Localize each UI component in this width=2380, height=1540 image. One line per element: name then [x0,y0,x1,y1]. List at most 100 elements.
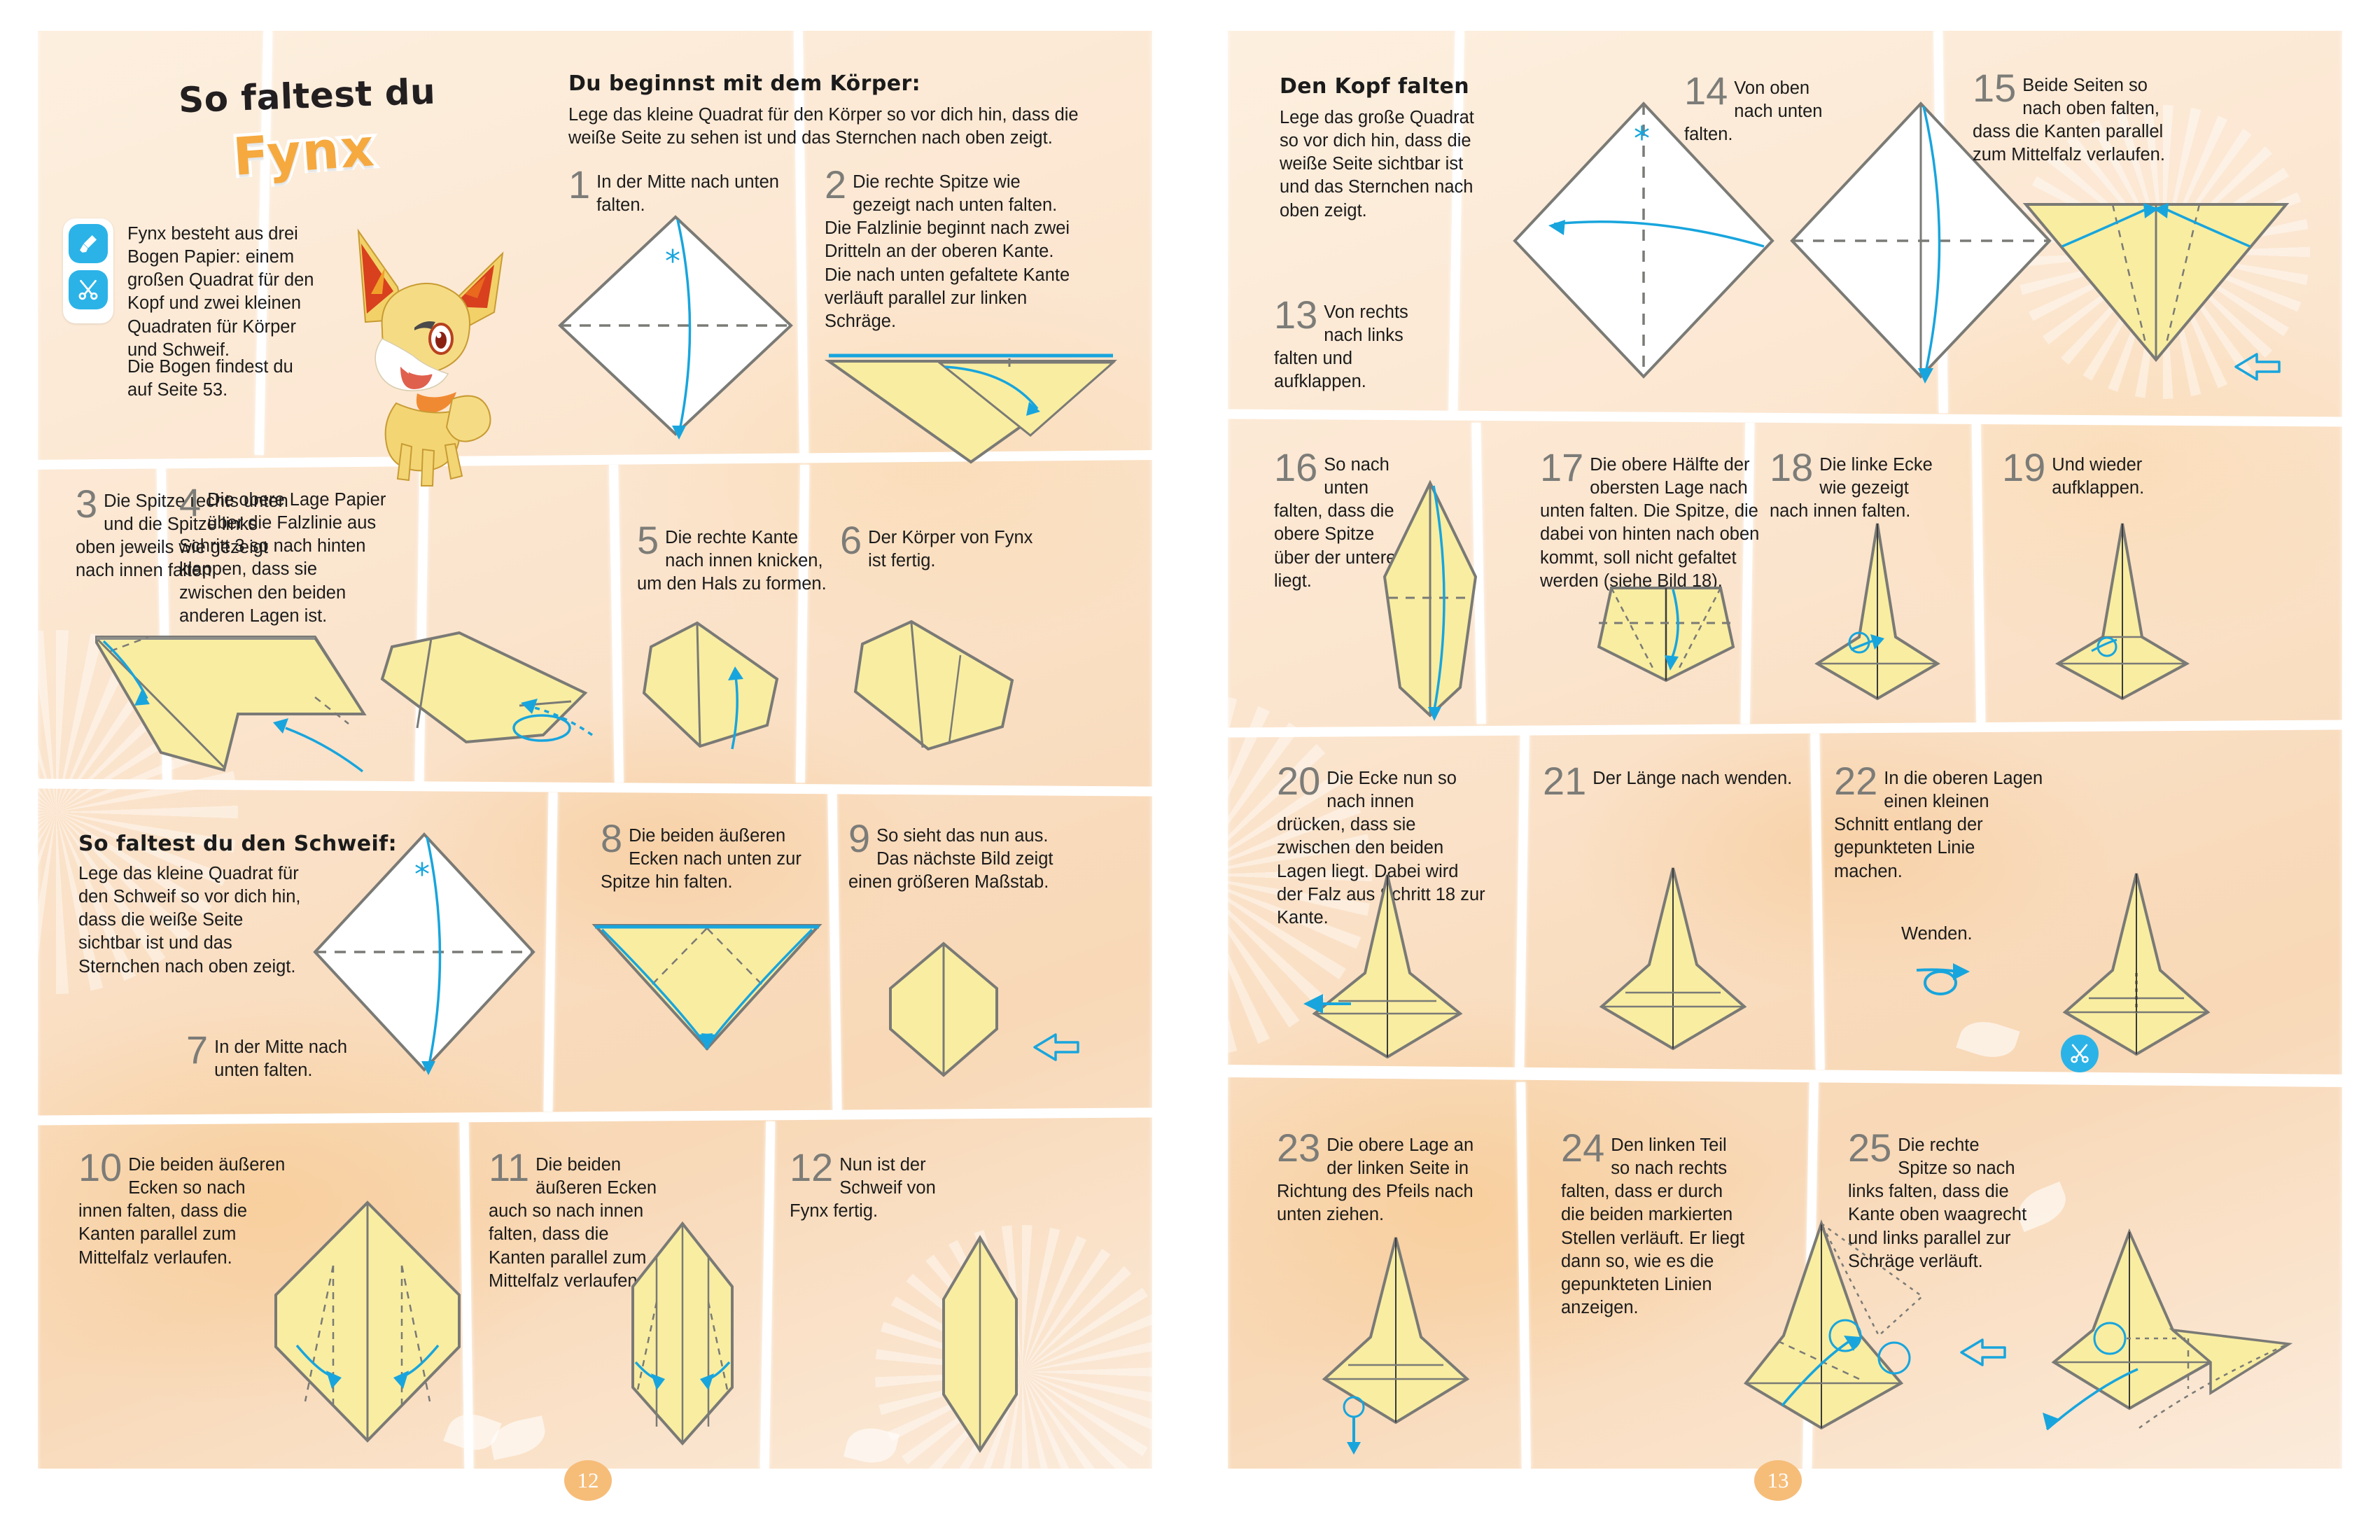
fynx-character-illustration [315,189,532,486]
scissors-icon [2061,1035,2099,1072]
step-number: 16 [1274,445,1318,489]
step-number: 13 [1274,293,1318,337]
fynx-logo: Fynx [228,115,381,191]
step-number: 17 [1540,445,1584,489]
scissors-icon [69,270,108,309]
step-text: Die obere Hälfte der obersten Lage nach … [1540,455,1760,591]
intro-paragraph-2: Die Bogen findest du auf Seite 53. [127,357,293,400]
step-text: Die beiden äußeren Ecken so nach innen f… [78,1155,286,1268]
next-step-arrow-left [1032,1030,1082,1064]
step-2: 2 Die rechte Spitze wie gezeigt nach unt… [825,165,1077,333]
figure-step-18 [1800,518,1954,707]
step-text: Beide Seiten so nach oben falten, dass d… [1973,76,2165,165]
step-number: 22 [1834,759,1878,803]
step-15: 15 Beide Seiten so nach oben falten, das… [1973,69,2190,167]
figure-step-3 [84,630,378,777]
step-number: 19 [2002,445,2046,489]
page-number-right: 13 [1754,1460,1802,1501]
step-number: 15 [1973,66,2017,110]
step-14: 14 Von oben nach unten falten. [1684,71,1845,146]
step-25: 25 Die rechte Spitze so nach links falte… [1848,1128,2030,1273]
step-12: 12 Nun ist der Schweif von Fynx fertig. [790,1148,965,1223]
step-number: 3 [76,482,98,526]
figure-step-25 [2023,1225,2303,1463]
step-22: 22 In die oberen Lagen einen kleinen Sch… [1834,762,2044,883]
step-8: 8 Die beiden äußeren Ecken nach unten zu… [601,819,811,894]
step-text: Der Länge nach wenden. [1592,769,1793,788]
svg-text:*: * [1634,120,1650,158]
step-20: 20 Die Ecke nun so nach innen drücken, d… [1277,762,1487,930]
figure-step-1: * [553,210,798,441]
step-text: Von rechts nach links falten und aufklap… [1274,302,1408,392]
figure-step-6 [844,616,1054,770]
brush-icon [69,224,108,263]
svg-text:*: * [414,857,430,892]
step-text: Die beiden äußeren Ecken auch so nach in… [489,1155,657,1291]
step-24: 24 Den linken Teil so nach rechts falten… [1561,1128,1750,1320]
figure-step-22 [2045,868,2227,1064]
step-10: 10 Die beiden äußeren Ecken so nach inne… [78,1148,288,1270]
figure-step-10 [266,1197,469,1449]
step-number: 25 [1848,1126,1892,1170]
step-text: Die linke Ecke wie gezeigt nach innen fa… [1770,455,1933,522]
step-23: 23 Die obere Lage an der linken Seite in… [1277,1128,1480,1227]
step-7: 7 In der Mitte nach unten falten. [186,1030,361,1082]
step-text: Die obere Lage an der linken Seite in Ri… [1277,1135,1474,1225]
step-text: In der Mitte nach unten falten. [596,172,779,216]
step-number: 12 [790,1145,834,1189]
figure-step-24 [1729,1218,1953,1449]
step-text: Die rechte Spitze wie gezeigt nach unten… [825,172,1070,331]
step-text: In die oberen Lagen einen kleinen Schnit… [1834,769,2043,881]
step-text: Die rechte Spitze so nach links falten, … [1848,1135,2027,1271]
step-text: In der Mitte nach unten falten. [214,1037,348,1081]
step-number: 21 [1543,759,1587,803]
step-text: Den linken Teil so nach rechts falten, d… [1561,1135,1745,1317]
step-number: 9 [848,816,871,860]
body-section-heading: Du beginnst mit dem Körper: [568,71,921,96]
step-18: 18 Die linke Ecke wie gezeigt nach innen… [1770,448,1945,523]
figure-step-16 [1364,477,1497,722]
next-step-arrow-right-2 [1959,1336,2009,1369]
head-section-heading: Den Kopf falten [1280,74,1469,99]
step-1: 1 In der Mitte nach unten falten. [568,165,785,217]
figure-step-23 [1305,1232,1487,1456]
step-number: 11 [489,1145,530,1189]
figure-step-15 [2016,196,2296,378]
turn-over-icon [1912,958,1982,1002]
figure-step-11 [595,1218,770,1449]
step-9: 9 So sieht das nun aus. Das nächste Bild… [848,819,1058,894]
step-text: Nun ist der Schweif von Fynx fertig. [790,1155,936,1222]
figure-step-5 [630,616,812,770]
next-step-arrow-right-1 [2233,350,2283,384]
step-16: 16 So nach unten falten, dass die obere … [1274,448,1407,593]
step-text: Die Spitze rechts unten und die Spitze l… [76,491,288,581]
step-text: So nach unten falten, dass die obere Spi… [1274,455,1406,591]
step-number: 18 [1770,445,1814,489]
figure-step-13a: * [1504,97,1784,391]
head-section-intro: Lege das große Quadrat so vor dich hin, … [1280,108,1474,220]
step-number: 2 [825,162,847,206]
figure-step-7: * [305,826,543,1085]
step-number: 23 [1277,1126,1321,1170]
figure-step-2 [820,350,1121,469]
tail-section-intro: Lege das kleine Quadrat für den Schweif … [78,864,301,976]
step-13: 13 Von rechts nach links falten und aufk… [1274,295,1449,394]
step-text: Und wieder aufklappen. [2052,455,2145,498]
figure-step-17 [1589,582,1743,687]
svg-text:*: * [665,244,680,279]
step-11: 11 Die beiden äußeren Ecken auch so nach… [489,1148,664,1293]
page-number-left: 12 [564,1460,612,1501]
right-page: Den Kopf falten Lege das große Quadrat s… [1190,0,2380,1540]
intro-paragraph-1: Fynx besteht aus drei Bogen Papier: eine… [127,224,314,360]
step-number: 8 [601,816,623,860]
step-text: Der Körper von Fynx ist fertig. [868,528,1033,571]
step-4: 4 Die obere Lage Papier über die Falzlin… [179,483,389,628]
figure-step-13b [1781,97,2061,391]
figure-step-9 [874,938,1014,1085]
figure-step-12 [910,1232,1050,1456]
step-text: Die rechte Kante nach innen knicken, um … [637,528,827,594]
step-number: 10 [78,1145,122,1189]
step-number: 20 [1277,759,1321,803]
figure-step-19 [2043,518,2204,707]
